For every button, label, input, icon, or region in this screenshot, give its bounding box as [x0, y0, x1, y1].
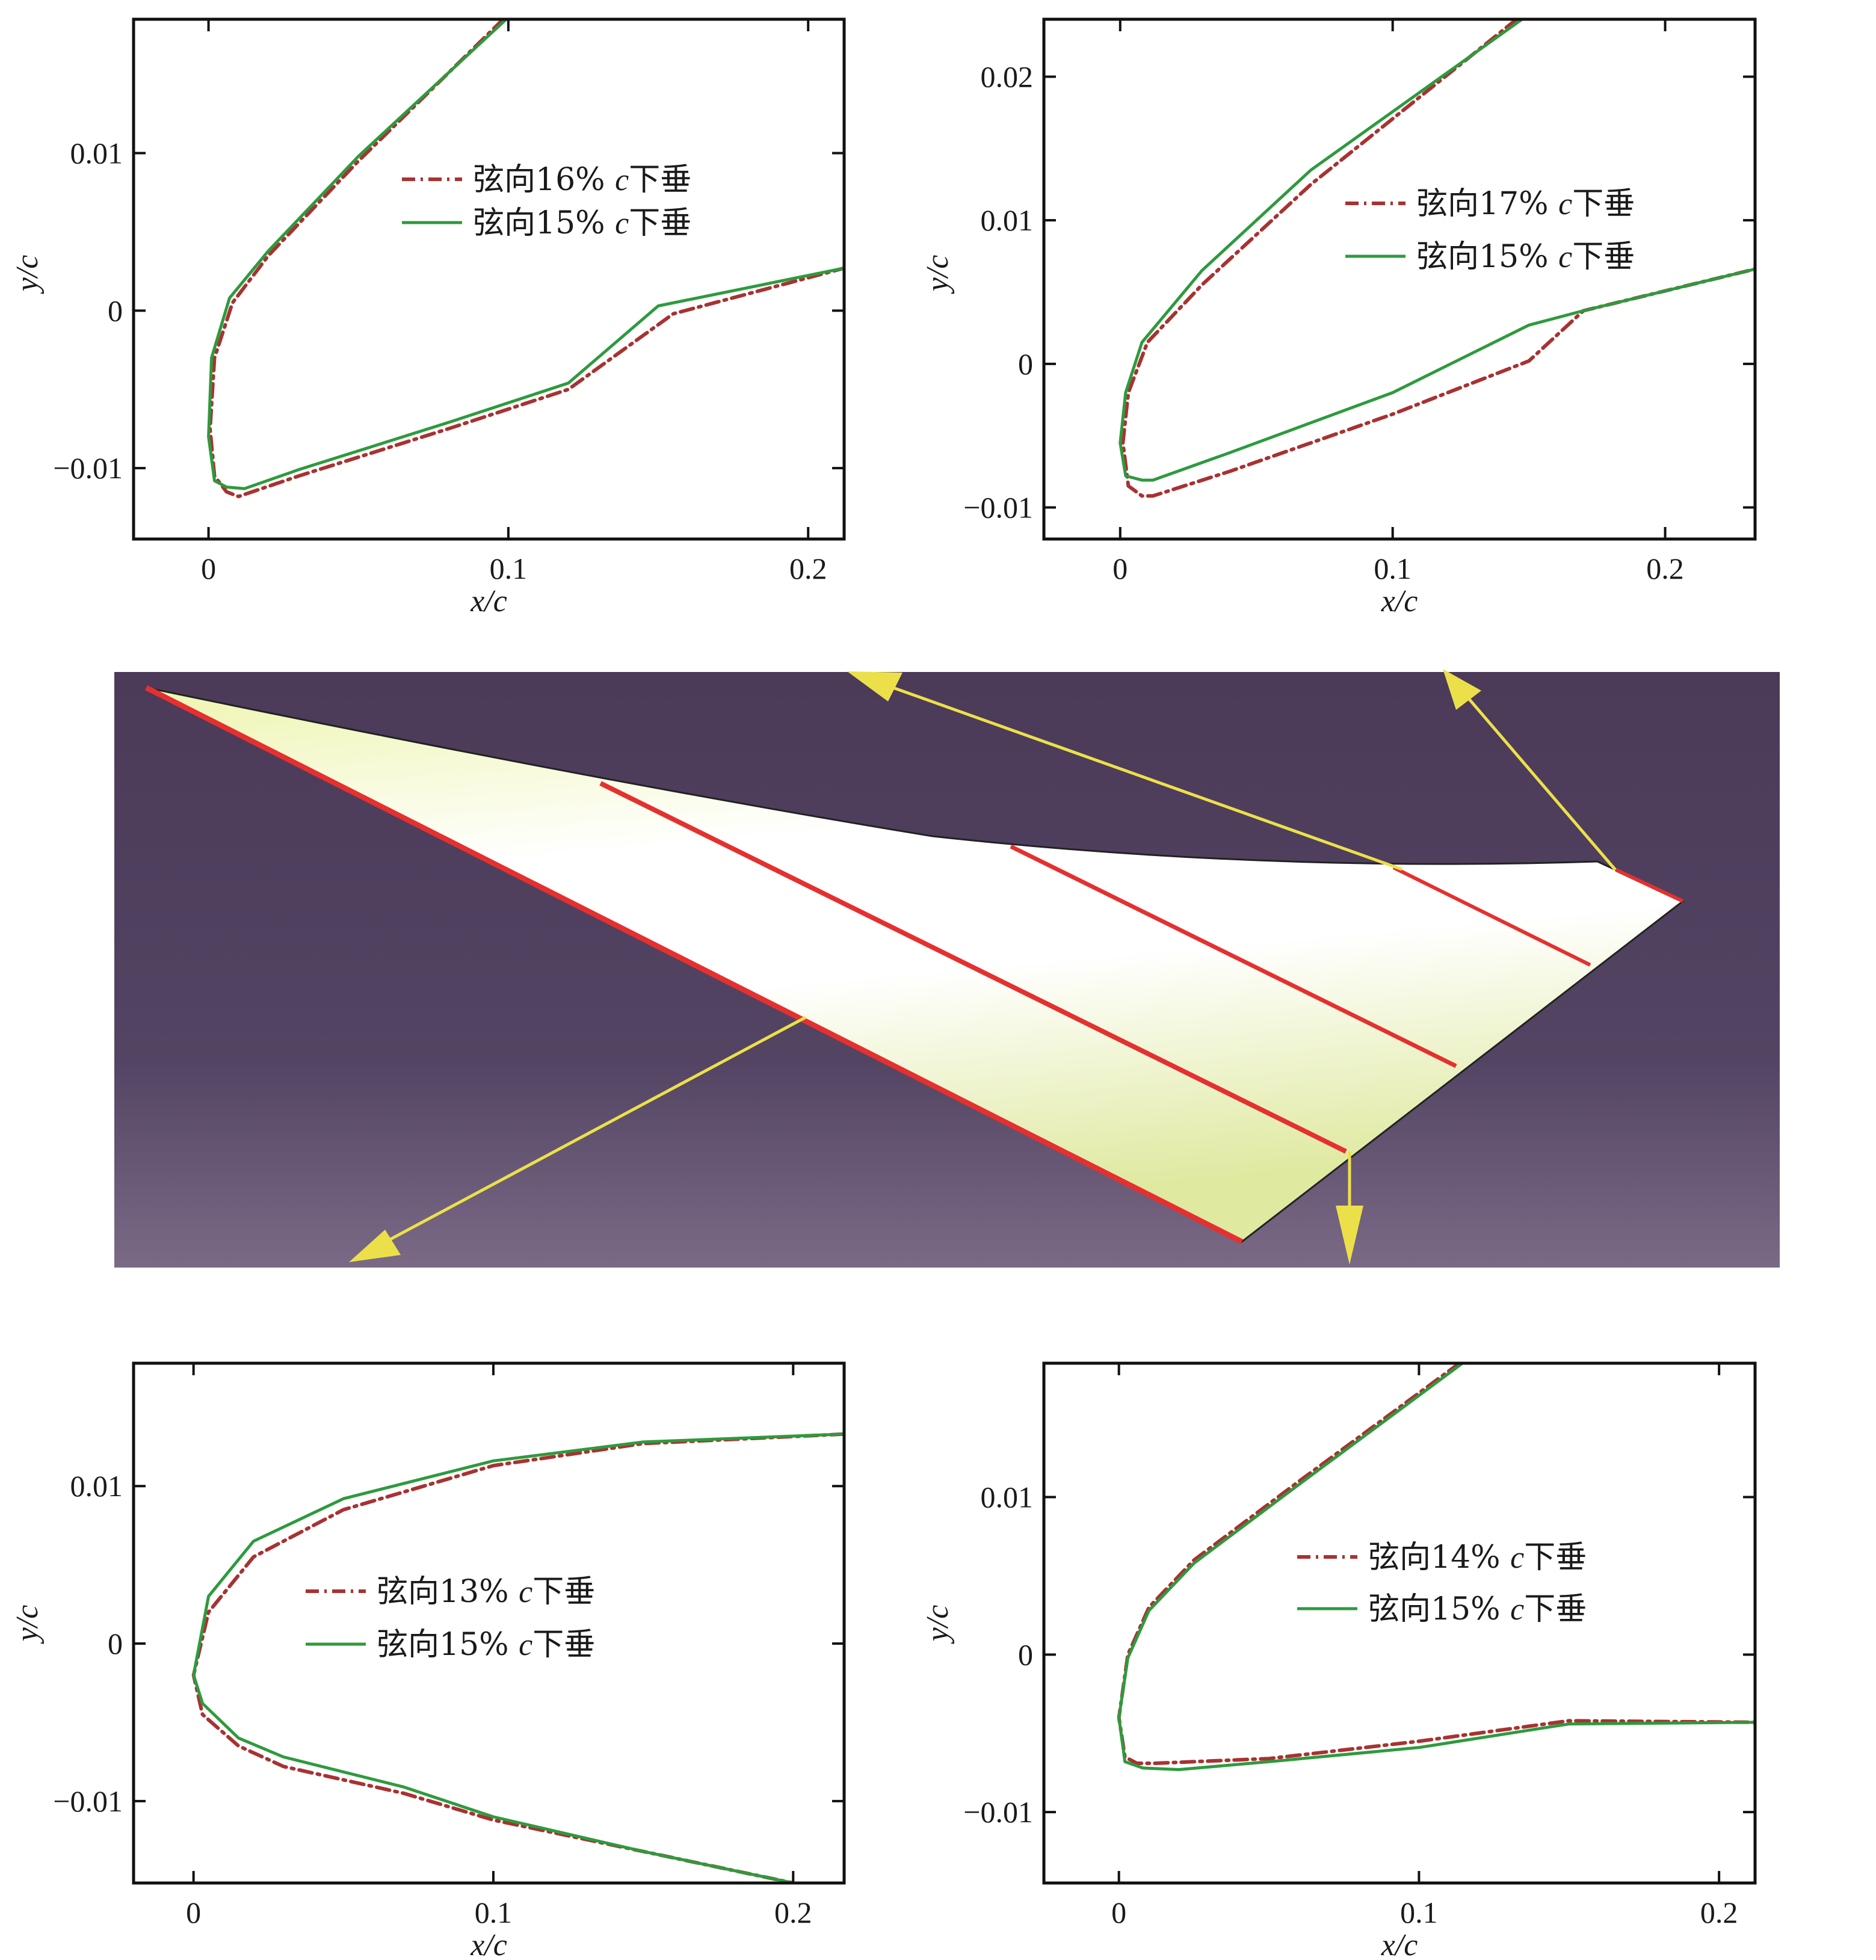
- x-tick-label: 0.2: [1646, 552, 1684, 585]
- legend-label: 弦向13% c下垂: [377, 1574, 595, 1610]
- plot-frame: [132, 1361, 846, 1885]
- x-tick-label: 0: [1112, 552, 1128, 585]
- series-line-solid: [192, 1432, 844, 1883]
- y-tick-label: −0.01: [53, 1784, 123, 1818]
- x-tick-label: 0: [186, 1896, 201, 1929]
- y-tick-label: 0.01: [981, 203, 1034, 237]
- pointer-arrows: [349, 669, 1617, 1265]
- y-tick-label: 0.02: [981, 60, 1034, 93]
- y-tick-label: −0.01: [963, 490, 1033, 524]
- x-tick-label: 0.2: [1700, 1896, 1738, 1929]
- wing-surface: [146, 686, 1685, 1243]
- wing-illustration: [114, 669, 1780, 1268]
- legend-label: 弦向15% c下垂: [1416, 239, 1635, 275]
- x-tick-label: 0.1: [1374, 552, 1412, 585]
- y-axis-label: y/c: [921, 255, 955, 295]
- plot-frame: [1042, 1361, 1757, 1885]
- y-tick-label: −0.01: [53, 451, 123, 485]
- x-tick-label: 0.1: [490, 552, 528, 585]
- x-axis-label: x/c: [470, 584, 507, 618]
- arrow-to-bottom-left: [349, 1015, 807, 1262]
- series-line-dashdot: [1121, 19, 1755, 498]
- y-axis-label: y/c: [921, 1605, 955, 1645]
- x-axis-label: x/c: [1381, 1928, 1418, 1960]
- x-tick-label: 0.2: [774, 1896, 812, 1929]
- section-line-b: [1010, 844, 1457, 1068]
- plot-frame: [1042, 17, 1757, 541]
- legend-label: 弦向17% c下垂: [1416, 186, 1635, 222]
- x-axis-label: x/c: [470, 1928, 507, 1960]
- arrow-to-top-right: [1443, 669, 1617, 871]
- y-tick-label: 0: [1018, 1638, 1033, 1671]
- series-line-dashdot: [208, 19, 844, 499]
- x-tick-label: 0.1: [1400, 1896, 1438, 1929]
- section-line-d: [1615, 868, 1684, 903]
- arrow-to-top-left: [847, 671, 1402, 871]
- legend-label: 弦向16% c下垂: [473, 162, 691, 198]
- series-line-dashdot: [191, 1432, 844, 1883]
- x-tick-label: 0: [1111, 1896, 1126, 1929]
- chart-top-right: 0 0.1 0.2 −0.01 0 0.01 0.02 x/c y/c 弦向17% c下垂弦向15…: [921, 17, 1757, 618]
- y-axis-label: y/c: [10, 255, 45, 295]
- series-group: [1119, 19, 1755, 498]
- arrow-to-bottom-right: [1336, 1151, 1363, 1265]
- y-axis-label: y/c: [10, 1605, 45, 1645]
- leading-edge-line: [144, 685, 1244, 1245]
- legend-label: 弦向15% c下垂: [473, 205, 691, 241]
- section-line-a: [599, 781, 1347, 1154]
- x-tick-label: 0.1: [475, 1896, 513, 1929]
- x-tick-label: 0.2: [789, 552, 827, 585]
- section-line-c: [1392, 866, 1591, 967]
- series-group: [191, 1432, 844, 1883]
- y-tick-label: 0.01: [981, 1481, 1034, 1514]
- series-line-solid: [1117, 1363, 1755, 1771]
- y-tick-label: 0: [108, 1627, 123, 1660]
- plot-frame: [132, 17, 846, 541]
- series-group: [1117, 1363, 1755, 1771]
- y-tick-label: −0.01: [963, 1795, 1033, 1829]
- x-tick-label: 0: [201, 552, 216, 585]
- legend-label: 弦向15% c下垂: [377, 1627, 595, 1663]
- y-tick-label: 0.01: [70, 1469, 123, 1503]
- y-tick-label: 0: [1018, 347, 1033, 381]
- section-lines: [144, 685, 1684, 1245]
- x-axis-label: x/c: [1381, 584, 1418, 618]
- y-tick-label: 0.01: [70, 137, 123, 170]
- series-group: [207, 19, 844, 499]
- legend-label: 弦向14% c下垂: [1368, 1539, 1587, 1576]
- legend-label: 弦向15% c下垂: [1368, 1591, 1587, 1627]
- series-line-solid: [207, 19, 844, 490]
- y-tick-label: 0: [108, 294, 123, 327]
- series-line-solid: [1119, 19, 1755, 482]
